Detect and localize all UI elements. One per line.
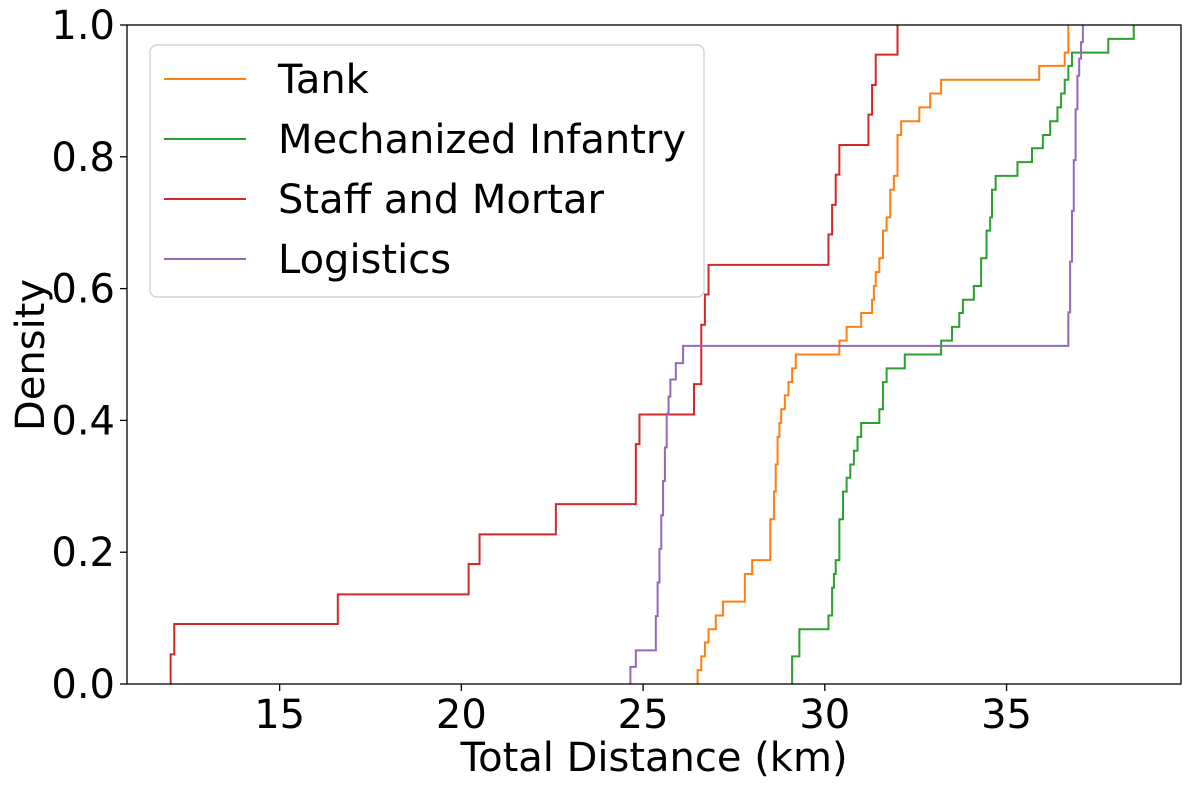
legend-frame <box>149 44 705 298</box>
x-tick-label: 35 <box>981 692 1032 738</box>
legend-label-3: Logistics <box>278 237 451 283</box>
y-tick-label: 1.0 <box>51 3 115 49</box>
y-axis: 0.0 0.2 0.4 0.6 0.8 1.0 <box>51 3 127 708</box>
y-axis-title: Density <box>8 279 54 431</box>
legend: Tank Mechanized Infantry Staff and Mortar L… <box>149 44 705 298</box>
x-axis: 15 20 25 30 35 <box>254 684 1032 738</box>
plot-lines <box>169 25 1135 684</box>
series-line-3 <box>629 25 1084 684</box>
y-tick-label: 0.6 <box>51 267 115 313</box>
x-tick-label: 30 <box>799 692 850 738</box>
series-line-2 <box>169 25 899 684</box>
legend-label-0: Tank <box>277 57 370 103</box>
legend-label-1: Mechanized Infantry <box>278 117 686 163</box>
x-axis-title: Total Distance (km) <box>459 735 847 781</box>
x-tick-label: 20 <box>436 692 487 738</box>
x-tick-label: 25 <box>618 692 669 738</box>
y-tick-label: 0.8 <box>51 135 115 181</box>
series-line-0 <box>696 25 1070 684</box>
y-tick-label: 0.2 <box>51 530 115 576</box>
series-line-1 <box>791 25 1135 684</box>
plot-frame <box>126 24 1182 685</box>
legend-label-2: Staff and Mortar <box>278 177 604 223</box>
y-tick-label: 0.0 <box>51 662 115 708</box>
y-tick-label: 0.4 <box>51 398 115 444</box>
x-tick-label: 15 <box>254 692 305 738</box>
